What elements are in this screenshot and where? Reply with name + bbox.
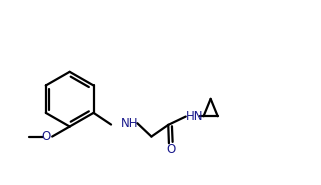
Text: O: O [166,143,175,156]
Text: O: O [41,130,51,143]
Text: NH: NH [120,117,138,130]
Text: HN: HN [186,110,204,123]
